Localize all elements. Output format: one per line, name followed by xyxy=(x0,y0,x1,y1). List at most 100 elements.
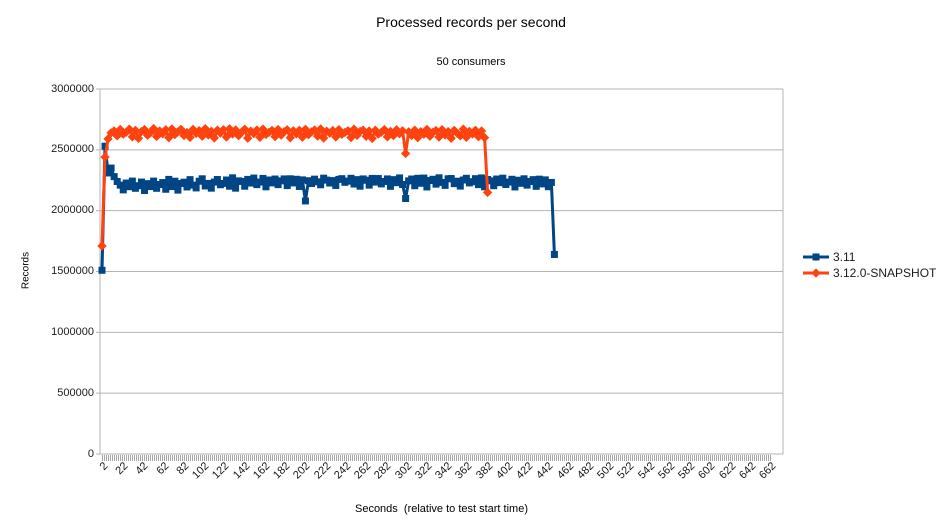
data-point-square xyxy=(329,177,337,185)
data-point-square xyxy=(347,174,355,182)
data-point-square xyxy=(499,174,507,182)
legend-item-3.11: 3.11 xyxy=(803,249,936,265)
data-point-square xyxy=(435,174,443,182)
data-point-square xyxy=(541,176,549,184)
data-point-square xyxy=(441,181,449,189)
data-point-square xyxy=(180,178,188,186)
data-point-square xyxy=(420,174,428,182)
data-point-square xyxy=(226,182,234,190)
data-point-diamond xyxy=(252,125,262,135)
data-point-square xyxy=(308,180,316,188)
data-point-square xyxy=(517,179,525,187)
data-point-square xyxy=(520,175,528,183)
legend-label: 3.11 xyxy=(833,250,856,264)
data-point-square xyxy=(147,183,155,191)
data-point-square xyxy=(393,179,401,187)
data-point-diamond xyxy=(133,133,144,143)
data-point-diamond xyxy=(218,124,229,135)
data-point-square xyxy=(165,175,173,183)
data-point-square xyxy=(289,179,297,187)
data-point-square xyxy=(150,177,158,185)
data-point-square xyxy=(453,177,461,185)
y-tick-label: 1500000 xyxy=(51,265,94,277)
data-point-square xyxy=(247,179,255,187)
y-tick-label: 3000000 xyxy=(51,82,94,95)
data-point-square xyxy=(153,184,161,192)
data-point-square xyxy=(101,142,109,150)
data-point-square xyxy=(538,180,546,188)
data-point-diamond xyxy=(479,132,490,143)
data-point-square xyxy=(353,176,361,184)
data-point-square xyxy=(128,177,136,185)
data-point-square xyxy=(268,179,276,187)
data-point-diamond xyxy=(482,187,493,198)
data-point-square xyxy=(113,177,121,185)
legend-label: 3.12.0-SNAPSHOT xyxy=(833,266,937,280)
data-point-diamond xyxy=(161,125,171,135)
data-point-diamond xyxy=(367,133,377,144)
data-point-square xyxy=(238,177,246,185)
data-point-square xyxy=(508,175,516,183)
data-point-square xyxy=(338,175,346,183)
legend-marker-diamond xyxy=(803,268,829,278)
data-point-square xyxy=(332,181,340,189)
data-point-square xyxy=(471,175,479,183)
data-point-square xyxy=(383,175,391,183)
legend-item-3.12.0-SNAPSHOT: 3.12.0-SNAPSHOT xyxy=(803,265,936,281)
y-tick-label: 2500000 xyxy=(51,143,94,156)
data-point-square xyxy=(286,175,294,183)
data-point-square xyxy=(232,184,240,192)
data-point-square xyxy=(213,176,221,184)
legend: 3.11 3.12.0-SNAPSHOT xyxy=(803,249,936,281)
data-point-square xyxy=(368,174,376,182)
data-point-square xyxy=(475,181,483,189)
data-point-square xyxy=(462,174,470,182)
data-point-square xyxy=(271,175,279,183)
data-point-square xyxy=(511,183,519,191)
data-point-square xyxy=(171,177,179,185)
data-point-square xyxy=(535,175,543,183)
data-point-square xyxy=(298,176,306,184)
y-tick-label: 2000000 xyxy=(51,204,94,217)
data-point-square xyxy=(256,178,264,186)
data-point-square xyxy=(295,182,303,190)
data-point-square xyxy=(141,186,149,194)
data-point-square xyxy=(447,175,455,183)
data-point-square xyxy=(532,182,540,190)
x-axis-title: Seconds (relative to test start time) xyxy=(354,503,528,515)
data-point-diamond xyxy=(97,241,107,251)
data-point-square xyxy=(408,175,416,183)
data-point-square xyxy=(547,178,555,186)
data-point-square xyxy=(478,174,486,182)
data-point-diamond xyxy=(294,125,305,135)
data-point-square xyxy=(229,174,237,182)
data-point-square xyxy=(374,175,382,183)
data-point-square xyxy=(496,179,504,187)
data-point-square xyxy=(432,180,440,188)
data-point-square xyxy=(159,179,167,187)
y-tick-label: 0 xyxy=(87,447,94,460)
data-point-square xyxy=(317,181,325,189)
data-point-square xyxy=(186,176,194,184)
data-point-square xyxy=(207,184,215,192)
data-point-diamond xyxy=(397,126,408,136)
data-point-square xyxy=(456,182,464,190)
data-point-square xyxy=(280,175,288,183)
data-point-square xyxy=(192,184,200,192)
data-point-square xyxy=(283,182,291,190)
data-point-square xyxy=(137,178,145,186)
data-point-square xyxy=(274,181,282,189)
data-point-square xyxy=(107,164,115,172)
data-point-square xyxy=(183,183,191,191)
chart-subtitle: 50 consumers xyxy=(436,56,506,68)
data-point-square xyxy=(396,174,404,182)
data-point-square xyxy=(98,266,106,274)
data-point-square xyxy=(125,183,133,191)
legend-marker-square xyxy=(803,253,829,261)
data-point-square xyxy=(365,181,373,189)
data-point-square xyxy=(493,175,501,183)
data-point-square xyxy=(301,197,309,205)
y-tick-label: 1000000 xyxy=(51,325,94,338)
